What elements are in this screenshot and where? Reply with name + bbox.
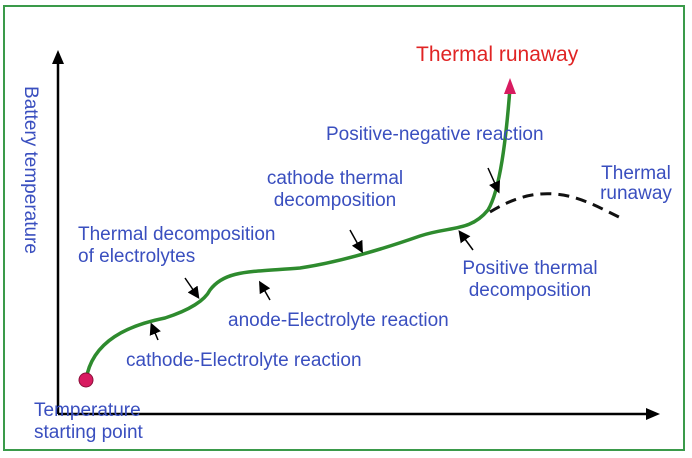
thermal-runaway-arrowhead: [504, 78, 516, 94]
diagram-frame: [3, 5, 685, 451]
positive-negative-reaction-label: Positive-negative reaction: [326, 124, 544, 145]
pointer-positive-negative: [487, 167, 501, 194]
thermal-runaway-side-line1: Thermal: [601, 163, 671, 184]
pointer-cathode-thermal: [349, 229, 363, 254]
electrolyte-decomp-line2: of electrolytes: [78, 246, 196, 267]
electrolyte-decomp-line1: Thermal decomposition: [78, 224, 276, 245]
start-point-dot: [78, 372, 94, 388]
pointer-positive-thermal: [458, 230, 474, 251]
pointer-cathode-electrolyte: [149, 322, 161, 341]
thermal-runaway-top-label: Thermal runaway: [416, 43, 579, 66]
thermal-runaway-side-label: Thermal runaway: [588, 164, 684, 204]
electrolyte-decomposition-label: Thermal decomposition of electrolytes: [78, 224, 275, 268]
anode-electrolyte-reaction-label: anode-Electrolyte reaction: [228, 310, 449, 331]
y-axis-label: Battery temperature: [20, 86, 41, 254]
cathode-electrolyte-reaction-label: cathode-Electrolyte reaction: [126, 350, 362, 371]
pointer-electrolyte-decomp: [184, 277, 200, 299]
thermal-runaway-dashed-curve: [489, 192, 626, 222]
x-axis-arrowhead: [646, 408, 660, 420]
pointer-anode-electrolyte: [259, 280, 271, 301]
positive-thermal-line1: Positive thermal: [462, 258, 598, 279]
cathode-thermal-decomposition-label: cathode thermal decomposition: [246, 168, 424, 212]
thermal-runaway-side-line2: runaway: [600, 183, 672, 204]
positive-thermal-line2: decomposition: [468, 280, 592, 301]
start-line1: Temperature: [34, 400, 141, 421]
temperature-starting-point-label: Temperature starting point: [34, 400, 143, 444]
cathode-thermal-line1: cathode thermal: [266, 168, 404, 189]
start-line2: starting point: [34, 422, 143, 443]
positive-thermal-decomposition-label: Positive thermal decomposition: [440, 258, 620, 302]
y-axis-arrowhead: [52, 50, 64, 64]
temperature-curve: [84, 86, 512, 382]
cathode-thermal-line2: decomposition: [273, 190, 397, 211]
